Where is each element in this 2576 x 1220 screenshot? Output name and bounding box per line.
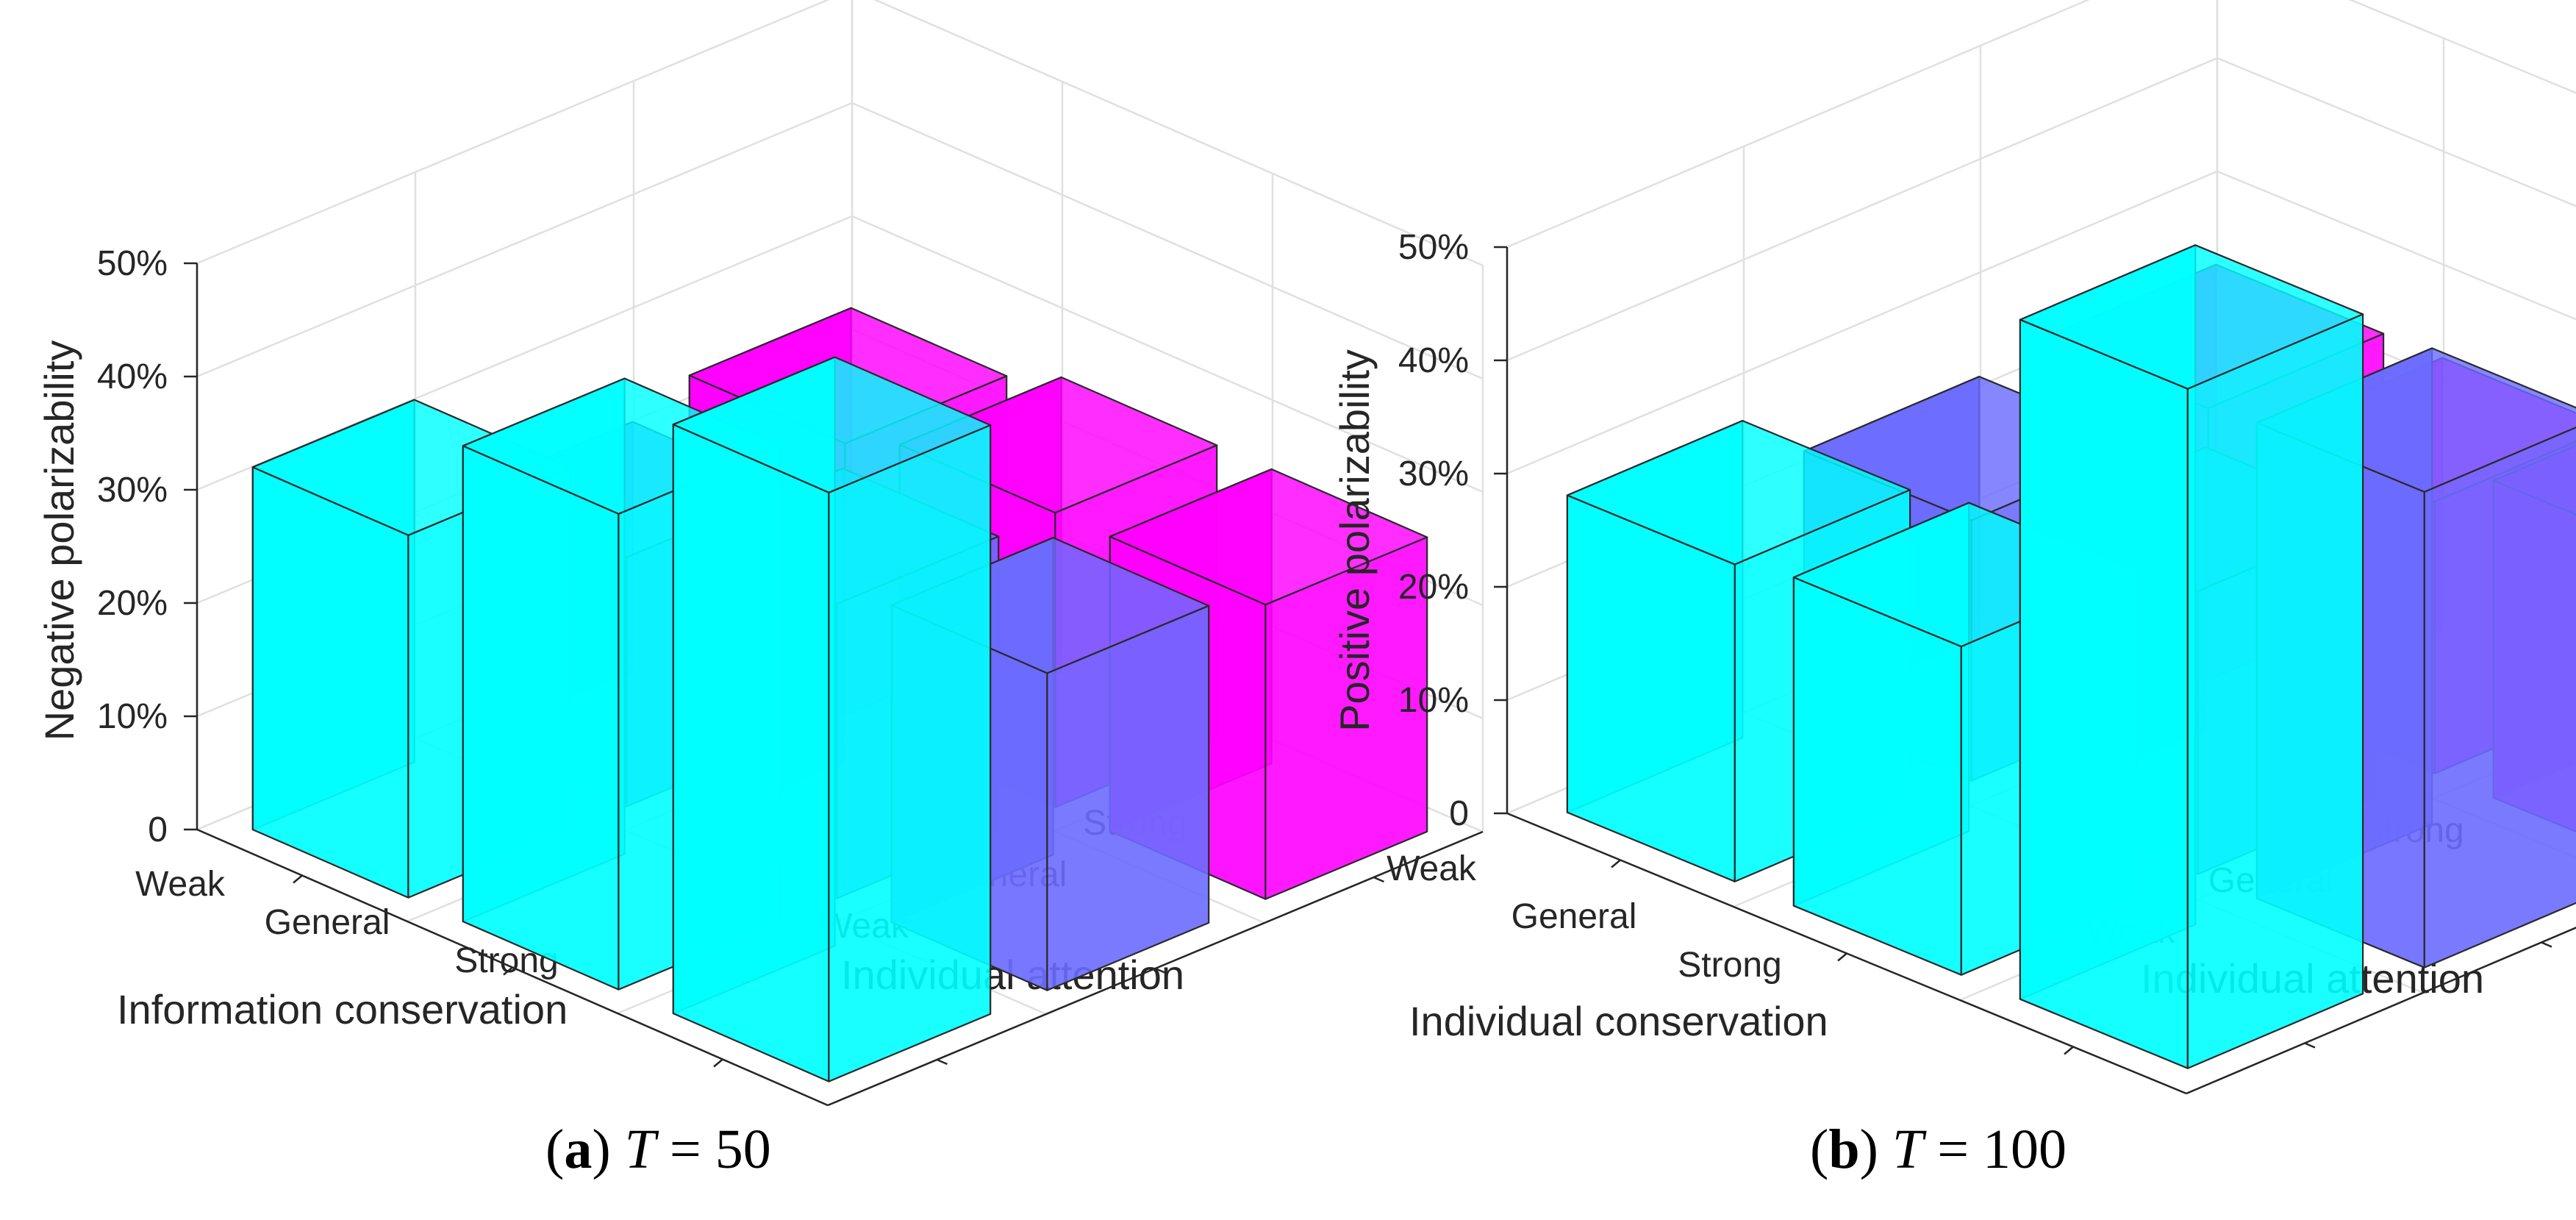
y-tick: [2304, 1042, 2316, 1049]
bar-face: [462, 445, 620, 991]
bar-face: [2186, 313, 2364, 1069]
z-tick-label: 0: [1449, 794, 1469, 833]
bar-face: [2423, 426, 2576, 968]
z-tick-label: 40%: [1398, 341, 1469, 380]
z-axis-label: Positive polarizability: [1331, 349, 1378, 732]
z-tick-label: 40%: [97, 357, 168, 396]
x-tick: [1837, 952, 1847, 962]
x-tick-label: General: [265, 903, 390, 942]
x-tick-label: Weak: [1387, 849, 1477, 888]
bar-face: [1109, 468, 1428, 606]
bar-face: [2019, 318, 2189, 1069]
z-tick-label: 0: [148, 810, 168, 849]
z-tick-label: 50%: [1398, 228, 1469, 267]
x-tick: [503, 966, 513, 976]
y-tick: [1155, 967, 1166, 974]
x-axis-label: Information conservation: [117, 986, 568, 1032]
x-tick: [1611, 859, 1621, 868]
bar-face: [828, 424, 992, 1082]
bar-face: [672, 424, 830, 1082]
z-tick-label: 30%: [1398, 454, 1469, 493]
x-tick-label: General: [1511, 897, 1637, 936]
bar-face: [2255, 347, 2576, 493]
x-tick-label: Weak: [135, 865, 226, 904]
bar-face: [672, 356, 992, 493]
x-axis-label: Individual conservation: [1409, 998, 1828, 1044]
z-tick-label: 20%: [97, 584, 168, 623]
x-tick: [2064, 1046, 2074, 1055]
y-tick: [1373, 876, 1384, 883]
y-tick: [937, 1058, 948, 1066]
caption-a: (a) T = 50: [545, 1119, 771, 1180]
bar-face: [251, 466, 409, 899]
z-tick-label: 20%: [1398, 568, 1469, 607]
bar-weak-strong: [2019, 244, 2364, 1069]
x-tick: [293, 874, 303, 884]
caption-b: (b) T = 100: [1810, 1119, 2067, 1180]
z-tick-label: 10%: [97, 697, 168, 736]
bar-face: [2019, 244, 2364, 390]
bar-face: [1566, 419, 1911, 566]
z-tick-label: 30%: [97, 471, 168, 510]
chart-panel-a: 010%20%30%40%50%WeakGeneralStrongWeakGen…: [36, 0, 1484, 1107]
x-tick-label: Strong: [1678, 946, 1781, 985]
z-axis-label: Negative polarizability: [36, 340, 82, 741]
bar-face: [1792, 576, 1962, 976]
bar-weak-strong: [672, 356, 992, 1082]
y-tick: [2541, 941, 2552, 948]
z-tick-label: 10%: [1398, 681, 1469, 720]
z-tick-label: 50%: [97, 244, 168, 283]
x-tick: [713, 1058, 723, 1068]
chart-panel-b: 010%20%30%40%50%WeakGeneralStrongWeakGen…: [1331, 0, 2576, 1095]
